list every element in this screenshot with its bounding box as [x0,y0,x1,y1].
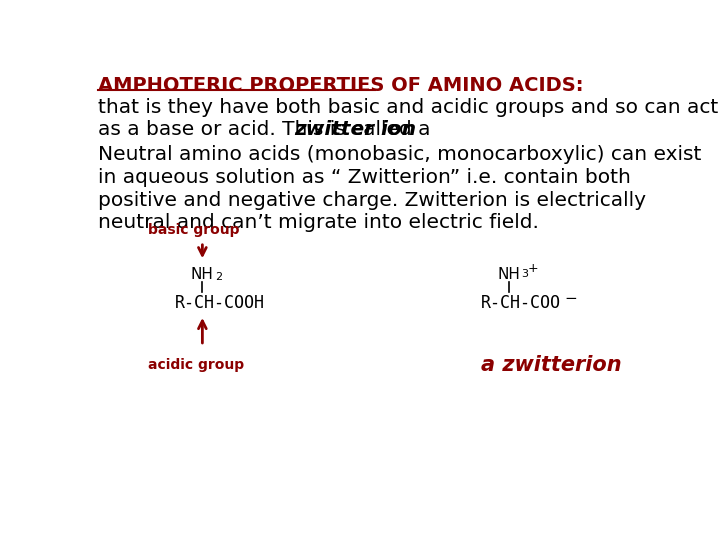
Text: basic group: basic group [148,224,240,238]
Text: a zwitterion: a zwitterion [482,355,622,375]
Text: R-CH-COOH: R-CH-COOH [175,294,265,313]
Text: AMPHOTERIC PROPERTIES OF AMINO ACIDS:: AMPHOTERIC PROPERTIES OF AMINO ACIDS: [98,76,583,96]
Text: as a base or acid. This is called a: as a base or acid. This is called a [98,120,436,139]
Text: −: − [564,292,577,306]
Text: neutral and can’t migrate into electric field.: neutral and can’t migrate into electric … [98,213,539,232]
Text: Neutral amino acids (monobasic, monocarboxylic) can exist: Neutral amino acids (monobasic, monocarb… [98,145,701,164]
Text: NH: NH [191,267,214,282]
Text: acidic group: acidic group [148,358,244,372]
Text: positive and negative charge. Zwitterion is electrically: positive and negative charge. Zwitterion… [98,191,646,210]
Text: zwitter ion: zwitter ion [294,120,417,139]
Text: 2: 2 [215,272,222,282]
Text: in aqueous solution as “ Zwitterion” i.e. contain both: in aqueous solution as “ Zwitterion” i.e… [98,168,631,187]
Text: R-CH-COO: R-CH-COO [482,294,562,313]
Text: 3: 3 [522,269,528,279]
Text: NH: NH [497,267,520,282]
Text: +: + [528,262,539,275]
Text: that is they have both basic and acidic groups and so can act: that is they have both basic and acidic … [98,98,718,117]
